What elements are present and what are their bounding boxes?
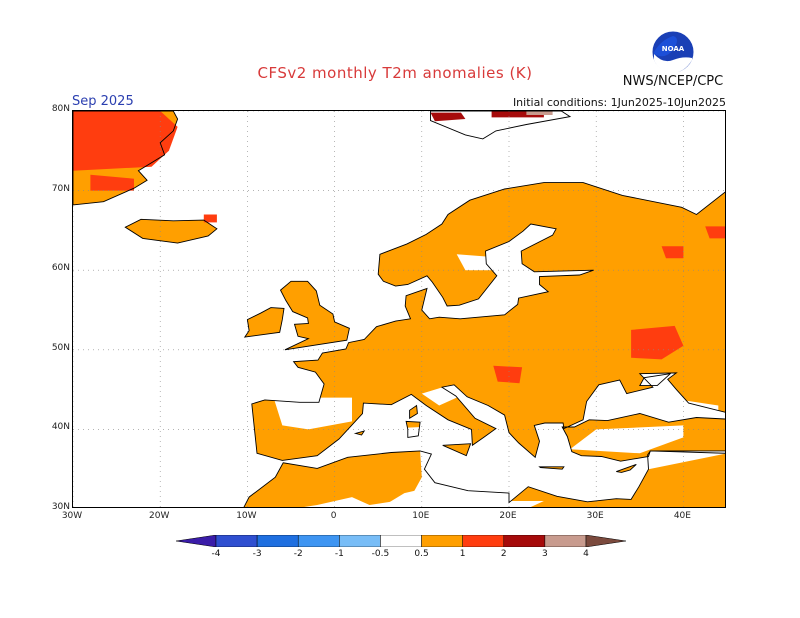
anomaly-region-sicily <box>442 443 471 456</box>
coastline-europe <box>251 182 725 461</box>
sea-azov <box>639 373 671 386</box>
agency-label: NWS/NCEP/CPC <box>622 74 724 89</box>
anomaly-region-ireland <box>244 307 284 338</box>
anomaly-map <box>72 110 726 508</box>
anomaly-region-africa_orange2 <box>509 453 725 507</box>
color-scale-label: 1 <box>459 549 466 559</box>
coastline-cyprus <box>616 463 637 473</box>
near-zero-patch <box>381 485 475 507</box>
warm-anomaly-patch <box>90 174 134 191</box>
warm-anomaly-patch <box>430 112 466 122</box>
coastline-africa <box>243 450 725 507</box>
color-scale-label: -0.5 <box>371 549 390 559</box>
graticule-layer <box>73 111 725 507</box>
color-scale-label: -3 <box>252 549 262 559</box>
latitude-label: 50N <box>51 342 70 353</box>
map-canvas <box>73 111 725 507</box>
color-scale-label: 4 <box>583 549 589 559</box>
coastline-azov <box>639 373 672 387</box>
longitude-label: 30E <box>586 511 604 521</box>
color-scale-bar <box>176 535 626 547</box>
latitude-label: 80N <box>51 104 70 114</box>
coastline-corsica <box>409 404 418 420</box>
warm-anomaly-patch <box>73 111 178 171</box>
color-scale-label: 2 <box>500 549 507 559</box>
coastline-layer <box>73 111 725 507</box>
color-scale-bin <box>176 535 217 547</box>
longitude-label: 10W <box>236 511 257 521</box>
warm-anomaly-patch <box>661 246 684 259</box>
anomaly-fill-layer <box>73 111 725 507</box>
coastline-mallorca <box>353 430 366 436</box>
latitude-label: 40N <box>51 422 70 433</box>
near-zero-patch <box>273 397 352 430</box>
near-zero-patch <box>666 397 719 418</box>
longitude-label: 20E <box>499 511 517 521</box>
coastline-svalbard <box>430 111 572 140</box>
color-scale-bin <box>503 535 546 547</box>
map-title: CFSv2 monthly T2m anomalies (K) <box>257 64 533 82</box>
near-zero-patch <box>456 254 509 271</box>
anomaly-region-iceland <box>125 219 217 244</box>
near-zero-patch <box>430 174 501 183</box>
coastline-iceland <box>124 218 218 244</box>
longitude-label: 40E <box>673 511 691 521</box>
noaa-logo: NOAA <box>651 30 695 74</box>
anomaly-region-britain <box>280 281 350 350</box>
coastline-sardinia <box>405 420 421 438</box>
warm-anomaly-patch <box>631 325 684 360</box>
longitude-label: 30W <box>61 511 83 521</box>
anomaly-region-europe <box>251 182 725 461</box>
latitude-label: 30N <box>51 502 70 512</box>
anomaly-region-africa_orange <box>244 450 422 507</box>
color-scale-bin <box>462 535 505 547</box>
latitude-label: 60N <box>51 263 70 274</box>
coastline-crete <box>538 466 565 470</box>
color-scale-label: -4 <box>211 549 221 559</box>
coastline-anatolia <box>561 413 725 462</box>
warm-anomaly-patch <box>493 365 523 384</box>
coastline-greenland <box>73 111 179 206</box>
color-scale-bin <box>297 535 340 547</box>
color-scale-bin <box>585 535 626 547</box>
warm-anomaly-patch <box>203 214 217 223</box>
warm-anomaly-patch <box>526 111 553 115</box>
color-scale-bin <box>421 535 463 547</box>
initial-conditions: Initial conditions: 1Jun2025-10Jun2025 <box>512 96 726 109</box>
anomaly-region-corsica <box>409 405 418 419</box>
coastline-ireland <box>243 307 285 338</box>
coastline-sicily <box>442 443 472 457</box>
color-scale-label: 3 <box>542 549 548 559</box>
noaa-logo-text: NOAA <box>662 45 685 53</box>
color-scale-label: 0.5 <box>414 549 429 559</box>
color-scale-bin <box>215 535 258 547</box>
longitude-label: 10E <box>412 511 430 521</box>
forecast-period: Sep 2025 <box>72 94 134 109</box>
color-scale-bin <box>256 535 299 547</box>
near-zero-patch <box>369 425 457 438</box>
color-scale-label: -2 <box>293 549 303 559</box>
warm-anomaly-patch <box>705 226 725 239</box>
near-zero-patch <box>495 501 544 507</box>
latitude-label: 70N <box>51 183 70 194</box>
color-scale-bin <box>380 535 422 547</box>
color-scale-label: -1 <box>334 549 344 559</box>
near-zero-patch <box>570 425 684 454</box>
color-scale-bin <box>339 535 381 547</box>
longitude-label: 0 <box>330 511 337 521</box>
color-scale-bin <box>544 535 587 547</box>
longitude-label: 20W <box>149 511 170 521</box>
coastline-britain <box>279 280 350 351</box>
